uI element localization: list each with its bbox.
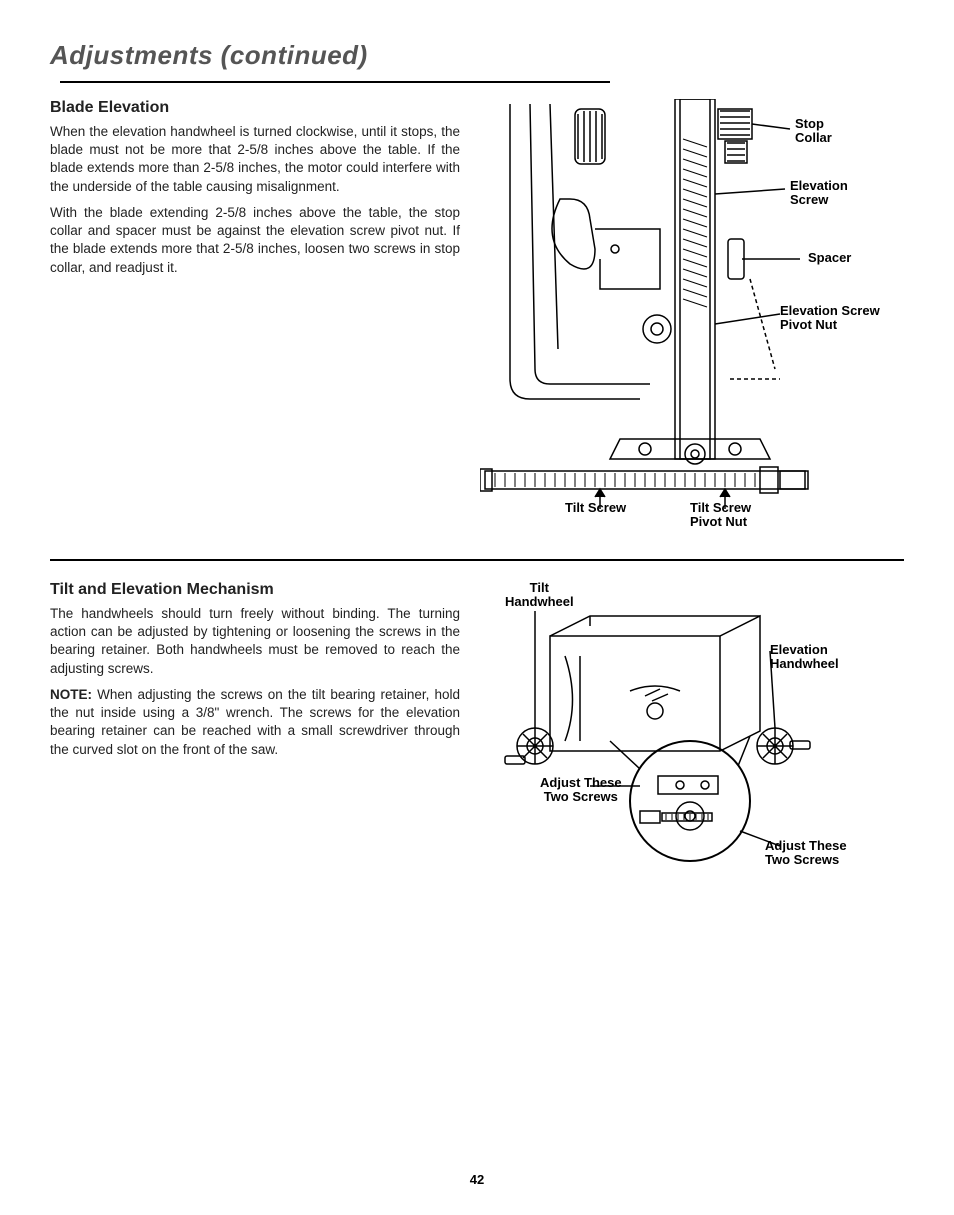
page-title: Adjustments (continued): [50, 40, 368, 71]
label-tilt-screw: Tilt Screw: [565, 501, 626, 515]
paragraph: With the blade extending 2-5/8 inches ab…: [50, 204, 460, 277]
figure-tilt-mechanism: Tilt Handwheel Elevation Handwheel Adjus…: [480, 581, 904, 881]
label-spacer: Spacer: [808, 251, 851, 265]
title-rule: [60, 81, 610, 83]
text-column-2: Tilt and Elevation Mechanism The handwhe…: [50, 581, 480, 767]
label-elevation-handwheel: Elevation Handwheel: [770, 643, 839, 672]
heading-tilt-elevation: Tilt and Elevation Mechanism: [50, 581, 460, 599]
paragraph: When the elevation handwheel is turned c…: [50, 123, 460, 196]
label-elevation-pivot-nut: Elevation Screw Pivot Nut: [780, 304, 880, 333]
diagram-saw-cabinet: [480, 581, 900, 871]
label-stop-collar: Stop Collar: [795, 117, 832, 146]
note-label: NOTE:: [50, 687, 92, 702]
section-divider: [50, 559, 904, 561]
section-tilt-elevation: Tilt and Elevation Mechanism The handwhe…: [50, 581, 904, 881]
paragraph: The handwheels should turn freely withou…: [50, 605, 460, 678]
label-adjust-right: Adjust These Two Screws: [765, 839, 847, 868]
heading-blade-elevation: Blade Elevation: [50, 99, 460, 117]
label-tilt-handwheel: Tilt Handwheel: [505, 581, 574, 610]
paragraph-note: NOTE: When adjusting the screws on the t…: [50, 686, 460, 759]
section-blade-elevation: Blade Elevation When the elevation handw…: [50, 99, 904, 529]
label-elevation-screw: Elevation Screw: [790, 179, 848, 208]
label-tilt-screw-pivot-nut: Tilt Screw Pivot Nut: [690, 501, 751, 530]
text-column-1: Blade Elevation When the elevation handw…: [50, 99, 480, 285]
title-row: Adjustments (continued): [50, 40, 904, 95]
note-body: When adjusting the screws on the tilt be…: [50, 687, 460, 757]
page-number: 42: [0, 1172, 954, 1187]
label-adjust-left: Adjust These Two Screws: [540, 776, 622, 805]
page: Adjustments (continued) Blade Elevation …: [0, 0, 954, 1215]
figure-blade-elevation: Stop Collar Elevation Screw Spacer Eleva…: [480, 99, 910, 529]
